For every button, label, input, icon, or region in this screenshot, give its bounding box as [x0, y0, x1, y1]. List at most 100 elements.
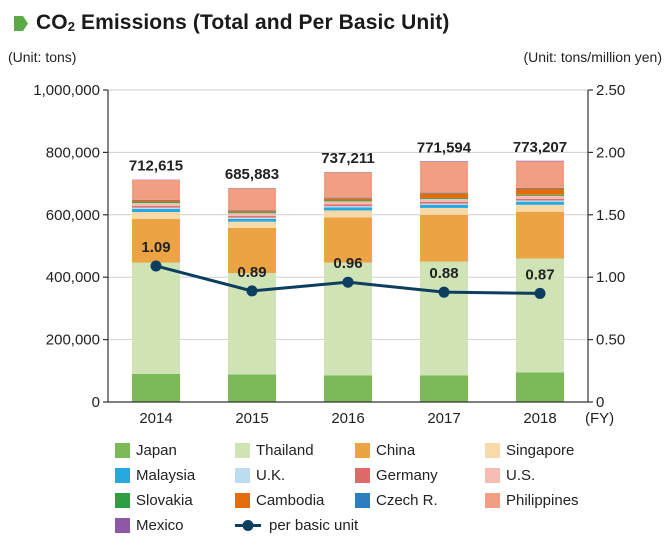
x-tick-label: 2017 — [427, 410, 460, 427]
bar-segment-mexico — [420, 161, 468, 162]
legend-label: China — [376, 442, 416, 459]
bar-segment-slovakia — [228, 212, 276, 214]
bar-segment-slovakia — [420, 197, 468, 199]
bar-segment-japan — [324, 375, 372, 402]
stacked-bar-chart: 0 0 200,000 0.50 400,000 1.00 600,000 1.50 800,0… — [33, 82, 625, 427]
legend-swatch — [355, 493, 370, 508]
bar-segment-philippines — [132, 179, 180, 200]
bar-segment-singapore — [516, 204, 564, 212]
bar-segment-malaysia — [132, 208, 180, 212]
legend-item: Thailand — [235, 442, 314, 459]
bar-total-label: 771,594 — [417, 139, 472, 156]
legend-swatch — [485, 468, 500, 483]
bar-segment-singapore — [228, 221, 276, 228]
bar-segment-thailand — [420, 261, 468, 376]
bar-segment-philippines — [516, 161, 564, 188]
bar-segment-u-s- — [228, 213, 276, 217]
legend-label: Mexico — [136, 517, 184, 534]
bar-segment-singapore — [132, 211, 180, 219]
legend-item: Malaysia — [115, 467, 195, 484]
bar-segment-germany — [324, 204, 372, 207]
bar-segment-japan — [228, 374, 276, 402]
per-basic-unit-point — [150, 260, 162, 272]
legend-label: U.K. — [256, 467, 286, 484]
legend-label: Thailand — [256, 442, 314, 459]
bar-segment-germany — [228, 216, 276, 218]
bar-segment-japan — [132, 373, 180, 402]
legend-swatch — [485, 443, 500, 458]
bar-total-label: 737,211 — [321, 150, 374, 167]
legend-item: Slovakia — [115, 492, 193, 509]
legend-swatch — [355, 443, 370, 458]
per-basic-unit-point — [246, 285, 258, 297]
bar-segment-cambodia — [228, 210, 276, 213]
bar-segment-cambodia — [132, 200, 180, 203]
bar-segment-thailand — [516, 258, 564, 373]
bar-segment-u-s- — [420, 198, 468, 203]
bar-segment-china — [324, 217, 372, 263]
legend-item: Philippines — [485, 492, 579, 509]
x-tick-label: 2016 — [331, 410, 364, 427]
bar-segment-philippines — [228, 188, 276, 211]
per-basic-unit-point — [438, 286, 450, 298]
bar-segment-malaysia — [324, 207, 372, 211]
per-basic-unit-label: 0.88 — [429, 265, 458, 282]
chart-title-block: CO2 Emissions (Total and Per Basic Unit) — [14, 8, 449, 38]
right-axis-unit: (Unit: tons/million yen) — [523, 49, 663, 65]
bar-segment-thailand — [132, 262, 180, 374]
legend-item: Singapore — [485, 442, 574, 459]
y2-tick-label: 0.50 — [596, 332, 625, 349]
bar-segment-slovakia — [132, 202, 180, 203]
bar-segment-cambodia — [516, 188, 564, 195]
y-tick-label: 400,000 — [46, 269, 100, 286]
legend-label: Slovakia — [136, 492, 193, 509]
legend-swatch — [235, 493, 250, 508]
bar-total-label: 685,883 — [225, 166, 279, 183]
bar-segment-japan — [420, 375, 468, 402]
bar-segment-philippines — [420, 161, 468, 193]
legend-item: China — [355, 442, 415, 459]
bar-segment-czech-r- — [132, 199, 180, 201]
legend-item: U.S. — [485, 467, 535, 484]
bar-segment-cambodia — [420, 193, 468, 198]
x-unit-label: (FY) — [585, 410, 614, 427]
legend-item: per basic unit — [235, 517, 358, 534]
legend-item: Cambodia — [235, 492, 324, 509]
y2-tick-label: 2.00 — [596, 144, 625, 161]
y-tick-label: 600,000 — [46, 207, 100, 224]
per-basic-unit-label: 0.96 — [333, 255, 362, 272]
legend-swatch — [115, 468, 130, 483]
bar-segment-germany — [132, 206, 180, 208]
bar-segment-czech-r- — [228, 210, 276, 211]
legend-label: Philippines — [506, 492, 579, 509]
legend-swatch — [115, 493, 130, 508]
bar-total-label: 712,615 — [129, 158, 183, 175]
bar-segment-china — [228, 227, 276, 274]
bar-segment-u-k- — [324, 206, 372, 208]
per-basic-unit-label: 0.87 — [525, 266, 554, 283]
legend-swatch — [355, 468, 370, 483]
bar-segment-u-k- — [420, 203, 468, 205]
legend-label: Cambodia — [256, 492, 325, 509]
legend-label: Germany — [376, 467, 438, 484]
bar-segment-cambodia — [324, 198, 372, 201]
legend-swatch — [235, 443, 250, 458]
y2-tick-label: 1.00 — [596, 269, 625, 286]
bar-segment-czech-r- — [516, 187, 564, 189]
chart-title: CO2 Emissions (Total and Per Basic Unit) — [36, 11, 450, 34]
bar-segment-japan — [516, 372, 564, 402]
bar-segment-u-k- — [516, 200, 564, 202]
bar-segment-germany — [516, 198, 564, 201]
left-axis-unit: (Unit: tons) — [8, 49, 77, 65]
legend-item: Mexico — [115, 517, 184, 534]
legend-label: Czech R. — [376, 492, 438, 509]
legend-swatch — [485, 493, 500, 508]
bar-segment-malaysia — [516, 201, 564, 205]
y-tick-label: 0 — [92, 394, 100, 411]
y2-tick-label: 1.50 — [596, 207, 625, 224]
per-basic-unit-point — [342, 276, 354, 288]
bar-total-label: 773,207 — [513, 139, 567, 156]
legend-swatch — [235, 468, 250, 483]
bar-segment-mexico — [516, 160, 564, 162]
x-tick-label: 2014 — [139, 410, 172, 427]
